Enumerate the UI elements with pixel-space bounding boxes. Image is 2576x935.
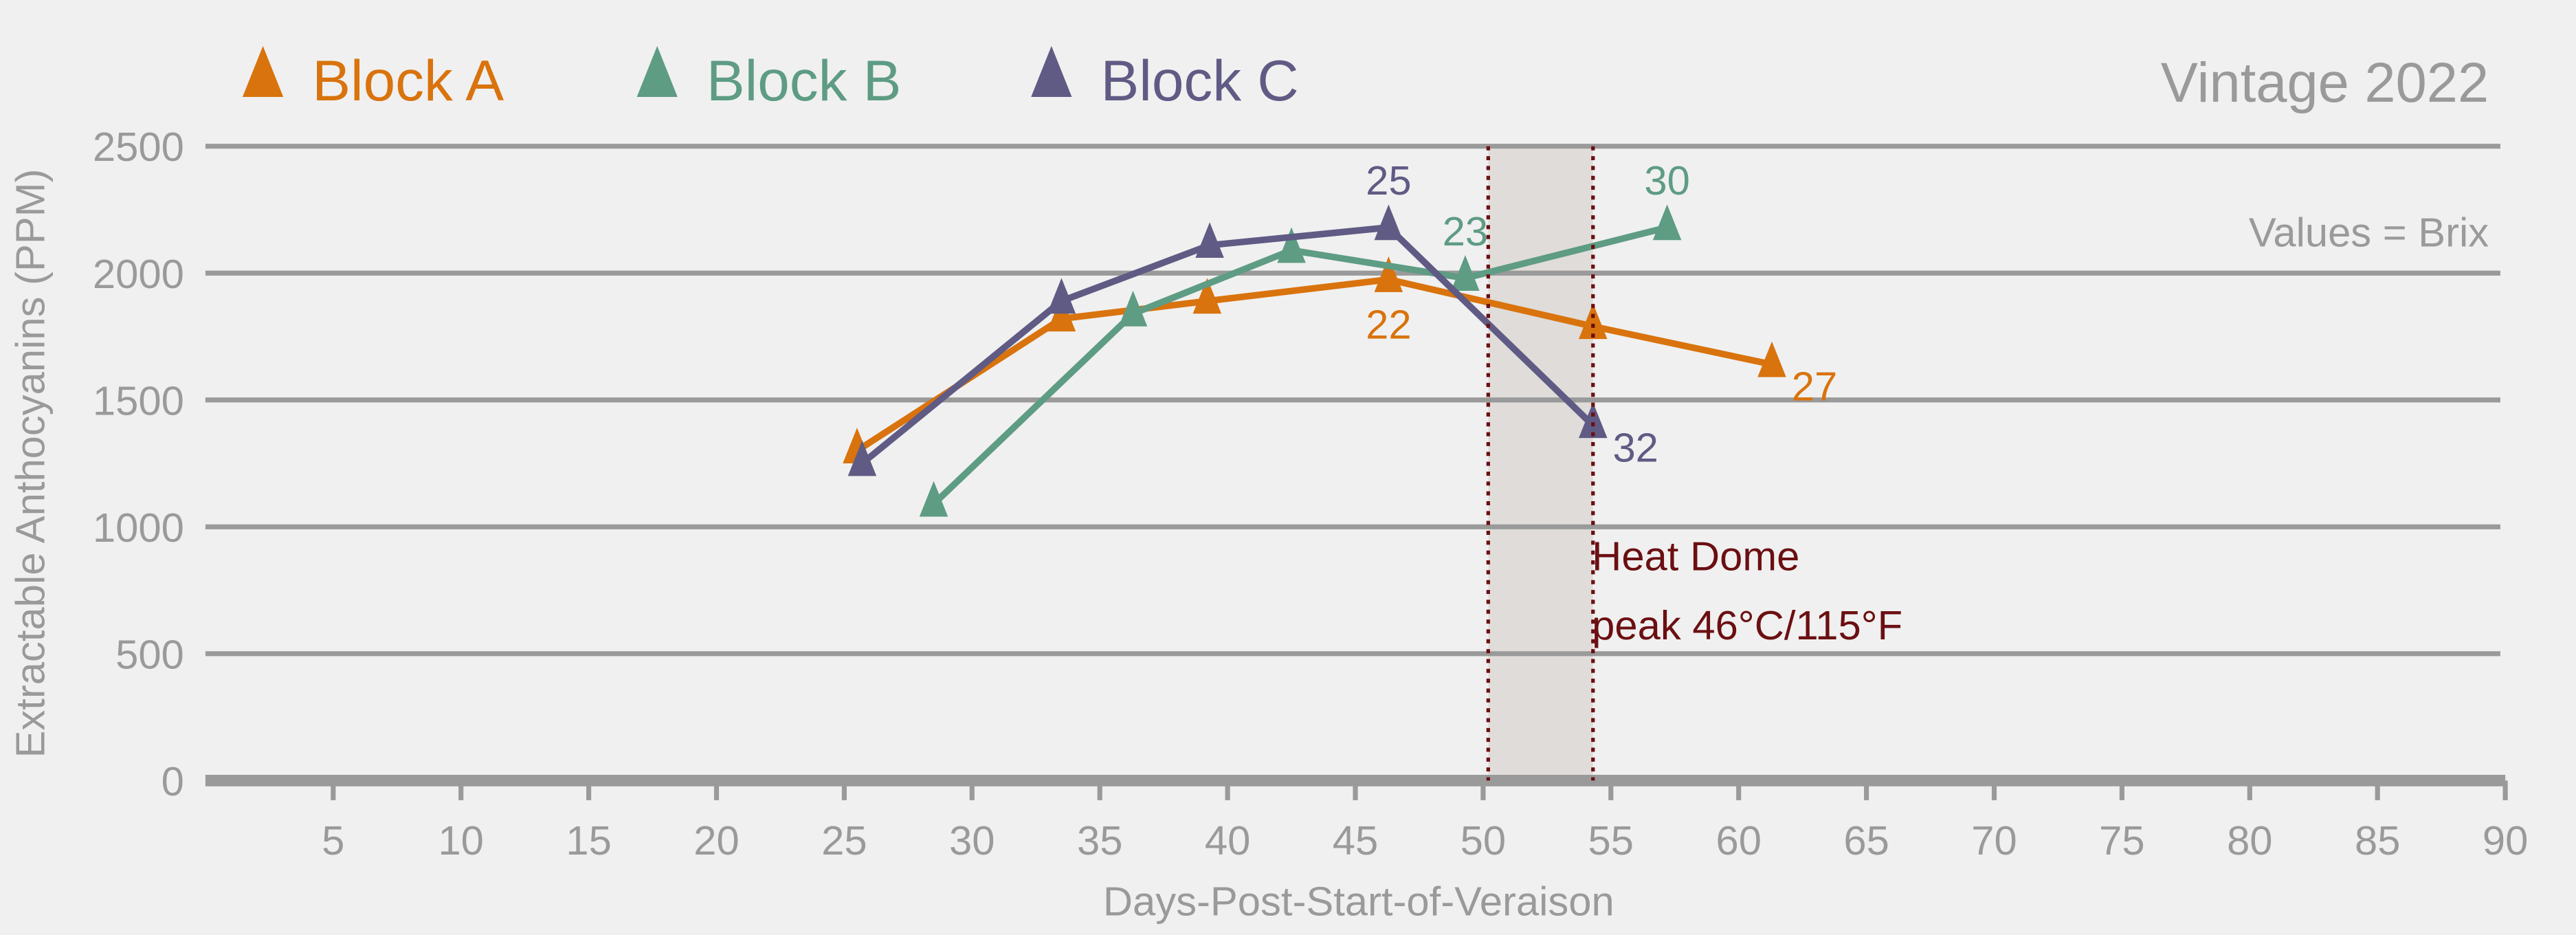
x-tick-label: 90 <box>2483 817 2528 864</box>
x-tick-label: 85 <box>2355 817 2400 864</box>
x-tick-label: 80 <box>2227 817 2272 864</box>
x-tick-label: 10 <box>438 817 483 864</box>
series-line-block-a <box>855 276 1773 454</box>
series-line-block-c <box>860 224 1596 466</box>
data-point-marker <box>847 440 877 476</box>
legend-triangle-icon <box>636 45 678 98</box>
y-axis-label: Extractable Anthocyanins (PPM) <box>8 169 54 758</box>
data-point-marker <box>1192 278 1222 314</box>
x-tick-label: 40 <box>1205 817 1250 864</box>
data-point-marker <box>1277 227 1306 263</box>
data-point-marker <box>1451 255 1480 292</box>
x-tick-label: 45 <box>1333 817 1378 864</box>
heat-dome-label-line2: peak 46°C/115°F <box>1592 602 1902 648</box>
x-tick-label: 15 <box>566 817 611 864</box>
x-axis-label: Days-Post-Start-of-Veraison <box>1103 878 1614 924</box>
data-point-marker <box>1579 303 1608 340</box>
x-tick-label: 25 <box>821 817 867 864</box>
legend-triangle-icon <box>1031 45 1072 98</box>
y-tick-label: 500 <box>115 631 184 677</box>
y-tick-label: 0 <box>162 758 184 804</box>
y-tick-label: 1500 <box>93 377 184 424</box>
data-point-marker <box>1579 402 1608 439</box>
x-tick-label: 60 <box>1716 817 1761 864</box>
legend-label: Block C <box>1101 48 1299 113</box>
data-label: 30 <box>1644 157 1689 204</box>
data-point-marker <box>1118 290 1148 327</box>
x-tick-label: 5 <box>322 817 344 864</box>
legend-label: Block B <box>707 48 902 113</box>
data-point-marker <box>1195 222 1224 258</box>
data-point-marker <box>1374 256 1403 292</box>
data-label: 23 <box>1443 208 1488 254</box>
y-tick-label: 2500 <box>93 124 184 170</box>
x-tick-label: 65 <box>1843 817 1889 864</box>
x-tick-label: 55 <box>1588 817 1634 864</box>
legend-triangle-icon <box>242 45 284 98</box>
legend-label: Block A <box>312 48 504 113</box>
y-tick-label: 2000 <box>93 251 184 297</box>
x-tick-label: 70 <box>1971 817 2017 864</box>
data-label: 22 <box>1366 302 1411 348</box>
data-label: 32 <box>1612 424 1658 470</box>
data-point-marker <box>1757 341 1786 377</box>
heat-dome-label-line1: Heat Dome <box>1592 533 1799 579</box>
data-label: 25 <box>1366 157 1411 204</box>
x-tick-label: 30 <box>949 817 995 864</box>
heat-dome-band <box>1488 146 1593 781</box>
data-point-marker <box>1374 204 1403 241</box>
x-tick-label: 75 <box>2099 817 2144 864</box>
data-point-marker <box>1047 278 1076 314</box>
data-point-marker <box>1652 204 1682 241</box>
data-label: 27 <box>1792 364 1837 410</box>
x-tick-label: 50 <box>1461 817 1506 864</box>
x-tick-label: 35 <box>1077 817 1122 864</box>
data-point-marker <box>919 481 948 517</box>
chart-title: Vintage 2022 <box>2161 52 2489 114</box>
chart-subtitle: Values = Brix <box>2249 210 2489 256</box>
x-tick-label: 20 <box>693 817 739 864</box>
y-tick-label: 1000 <box>93 505 184 551</box>
